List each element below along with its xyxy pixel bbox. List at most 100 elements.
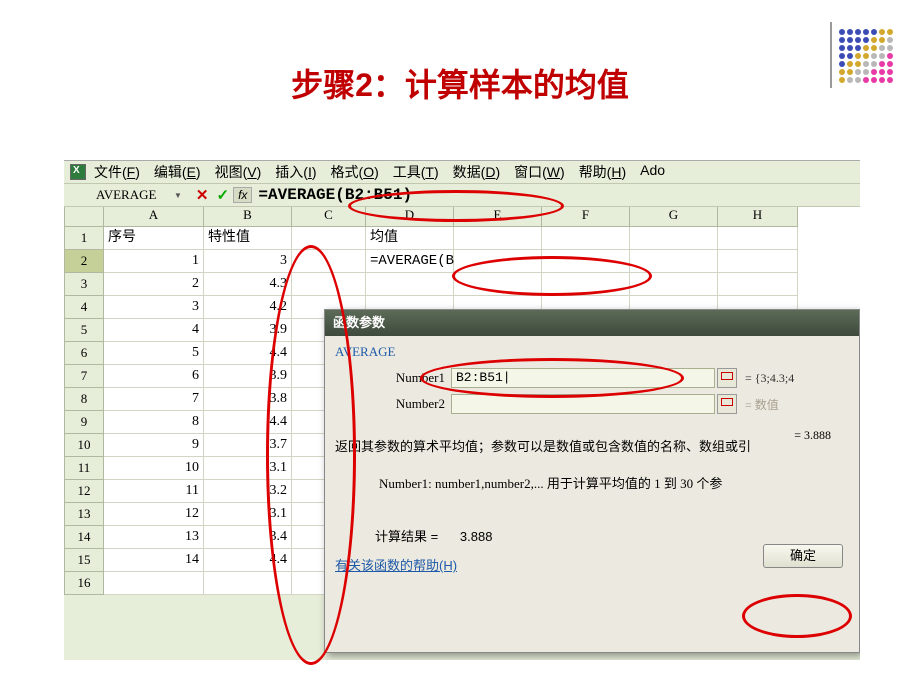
cell-A2[interactable]: 1 <box>104 250 204 273</box>
cell-B5[interactable]: 3.9 <box>204 319 292 342</box>
cell-E3[interactable] <box>454 273 542 296</box>
cell-H2[interactable] <box>718 250 798 273</box>
cell-A1[interactable]: 序号 <box>104 227 204 250</box>
row-header[interactable]: 4 <box>64 296 104 319</box>
cell-B13[interactable]: 3.1 <box>204 503 292 526</box>
cell-D3[interactable] <box>366 273 454 296</box>
cell-A12[interactable]: 11 <box>104 480 204 503</box>
cell-F2[interactable] <box>542 250 630 273</box>
menu-item-格式[interactable]: 格式(O) <box>331 162 379 182</box>
row-header[interactable]: 5 <box>64 319 104 342</box>
row-header[interactable]: 9 <box>64 411 104 434</box>
cell-H1[interactable] <box>718 227 798 250</box>
cell-A4[interactable]: 3 <box>104 296 204 319</box>
row-header[interactable]: 12 <box>64 480 104 503</box>
col-header-A[interactable]: A <box>104 207 204 227</box>
fx-button[interactable]: fx <box>233 187 252 203</box>
menu-item-编辑[interactable]: 编辑(E) <box>154 162 201 182</box>
row-header[interactable]: 10 <box>64 434 104 457</box>
cell-F3[interactable] <box>542 273 630 296</box>
cell-A6[interactable]: 5 <box>104 342 204 365</box>
menu-item-帮助[interactable]: 帮助(H) <box>579 162 626 182</box>
cell-C3[interactable] <box>292 273 366 296</box>
menu-item-窗口[interactable]: 窗口(W) <box>514 162 565 182</box>
col-header-C[interactable]: C <box>292 207 366 227</box>
cell-A16[interactable] <box>104 572 204 595</box>
menu-item-Ado[interactable]: Ado <box>640 162 665 182</box>
cell-A8[interactable]: 7 <box>104 388 204 411</box>
cell-C1[interactable] <box>292 227 366 250</box>
cell-G2[interactable] <box>630 250 718 273</box>
cell-A10[interactable]: 9 <box>104 434 204 457</box>
range-select-icon[interactable] <box>717 394 737 414</box>
cell-H3[interactable] <box>718 273 798 296</box>
menu-item-视图[interactable]: 视图(V) <box>215 162 262 182</box>
formula-input[interactable]: =AVERAGE(B2:B51) <box>258 186 412 204</box>
col-header-B[interactable]: B <box>204 207 292 227</box>
cell-A3[interactable]: 2 <box>104 273 204 296</box>
row-header[interactable]: 8 <box>64 388 104 411</box>
range-select-icon[interactable] <box>717 368 737 388</box>
cell-A14[interactable]: 13 <box>104 526 204 549</box>
row-header[interactable]: 16 <box>64 572 104 595</box>
col-header-G[interactable]: G <box>630 207 718 227</box>
cell-F1[interactable] <box>542 227 630 250</box>
cell-B2[interactable]: 3 <box>204 250 292 273</box>
cell-B6[interactable]: 4.4 <box>204 342 292 365</box>
cell-B8[interactable]: 3.8 <box>204 388 292 411</box>
cell-A7[interactable]: 6 <box>104 365 204 388</box>
cell-B3[interactable]: 4.3 <box>204 273 292 296</box>
name-box[interactable]: AVERAGE <box>64 187 174 203</box>
cell-B9[interactable]: 4.4 <box>204 411 292 434</box>
select-all-corner[interactable] <box>64 207 104 227</box>
row-header[interactable]: 11 <box>64 457 104 480</box>
dialog-title: 函数参数 <box>325 310 859 336</box>
cell-E2[interactable] <box>454 250 542 273</box>
param-input-Number1[interactable]: B2:B51| <box>451 368 715 388</box>
row-header[interactable]: 2 <box>64 250 104 273</box>
cell-B12[interactable]: 3.2 <box>204 480 292 503</box>
confirm-icon[interactable]: ✓ <box>217 186 230 204</box>
col-header-H[interactable]: H <box>718 207 798 227</box>
namebox-dropdown-icon[interactable]: ▼ <box>174 191 182 200</box>
row-header[interactable]: 14 <box>64 526 104 549</box>
cell-C2[interactable] <box>292 250 366 273</box>
menu-item-文件[interactable]: 文件(F) <box>94 162 140 182</box>
menu-item-插入[interactable]: 插入(I) <box>275 162 316 182</box>
menu-bar: 文件(F) 编辑(E) 视图(V) 插入(I) 格式(O) 工具(T) 数据(D) 窗口(W)… <box>64 161 860 183</box>
col-header-D[interactable]: D <box>366 207 454 227</box>
cell-B16[interactable] <box>204 572 292 595</box>
col-header-E[interactable]: E <box>454 207 542 227</box>
row-header[interactable]: 6 <box>64 342 104 365</box>
row-header[interactable]: 15 <box>64 549 104 572</box>
cell-G3[interactable] <box>630 273 718 296</box>
menu-item-数据[interactable]: 数据(D) <box>453 162 500 182</box>
cell-B7[interactable]: 3.9 <box>204 365 292 388</box>
row-header[interactable]: 1 <box>64 227 104 250</box>
cell-B4[interactable]: 4.2 <box>204 296 292 319</box>
col-header-F[interactable]: F <box>542 207 630 227</box>
row-header[interactable]: 13 <box>64 503 104 526</box>
cell-A9[interactable]: 8 <box>104 411 204 434</box>
cell-A11[interactable]: 10 <box>104 457 204 480</box>
row-header[interactable]: 3 <box>64 273 104 296</box>
cell-B10[interactable]: 3.7 <box>204 434 292 457</box>
param-input-Number2[interactable] <box>451 394 715 414</box>
cell-G1[interactable] <box>630 227 718 250</box>
row-header[interactable]: 7 <box>64 365 104 388</box>
cell-A13[interactable]: 12 <box>104 503 204 526</box>
param-preview: = 数值 <box>745 396 779 413</box>
cell-B14[interactable]: 3.4 <box>204 526 292 549</box>
cancel-icon[interactable]: ✕ <box>196 186 209 204</box>
cell-A5[interactable]: 4 <box>104 319 204 342</box>
cell-E1[interactable] <box>454 227 542 250</box>
cell-D1[interactable]: 均值 <box>366 227 454 250</box>
cell-B15[interactable]: 4.4 <box>204 549 292 572</box>
menu-item-工具[interactable]: 工具(T) <box>393 162 439 182</box>
ok-button[interactable]: 确定 <box>763 544 843 568</box>
cell-B11[interactable]: 3.1 <box>204 457 292 480</box>
help-link[interactable]: 有关该函数的帮助(H) <box>335 555 457 574</box>
cell-A15[interactable]: 14 <box>104 549 204 572</box>
cell-B1[interactable]: 特性值 <box>204 227 292 250</box>
cell-D2[interactable]: =AVERAGE(B2:B51) <box>366 250 454 273</box>
